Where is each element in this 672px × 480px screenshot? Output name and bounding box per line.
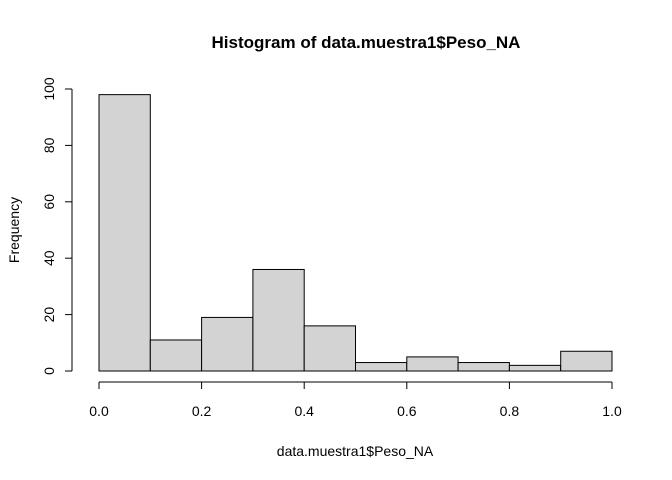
bars-group [98,94,613,372]
histogram-bar [303,325,357,372]
x-axis: 0.0 0.2 0.4 0.6 0.8 1.0 [89,381,622,419]
x-axis-label: data.muestra1$Peso_NA [277,443,434,459]
y-tick-label: 100 [41,77,57,101]
x-tick-label: 0.0 [89,403,109,419]
histogram-bar [149,339,203,372]
y-tick-label: 20 [41,307,57,323]
histogram-bar [98,94,151,372]
histogram-bar [560,350,613,372]
histogram-bar [406,356,459,372]
x-tick-label: 0.4 [294,403,314,419]
histogram-bar [355,362,408,372]
histogram-bar [252,268,305,372]
histogram-bar [201,316,254,372]
chart-title: Histogram of data.muestra1$Peso_NA [212,33,521,52]
x-tick-label: 0.2 [192,403,212,419]
y-axis: 0 20 40 60 80 100 [41,77,73,375]
x-tick-label: 0.6 [397,403,417,419]
y-axis-label: Frequency [6,197,22,263]
x-tick-label: 1.0 [602,403,622,419]
y-tick-label: 80 [41,137,57,153]
histogram-bar [508,364,562,372]
histogram-bar [457,362,510,372]
y-tick-label: 0 [41,367,57,375]
x-tick-label: 0.8 [500,403,520,419]
y-tick-label: 40 [41,250,57,266]
y-tick-label: 60 [41,194,57,210]
